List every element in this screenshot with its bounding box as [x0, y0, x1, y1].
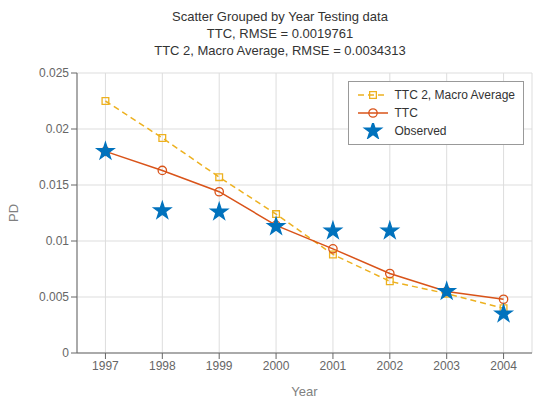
- svg-text:Year: Year: [291, 384, 318, 399]
- svg-text:0.005: 0.005: [39, 290, 69, 304]
- svg-text:2003: 2003: [433, 359, 460, 373]
- html-text:TTC: TTC: [394, 106, 418, 120]
- svg-text:0.015: 0.015: [39, 178, 69, 192]
- svg-text:1998: 1998: [149, 359, 176, 373]
- svg-text:PD: PD: [8, 204, 21, 222]
- svg-text:0.025: 0.025: [39, 66, 69, 80]
- html-text:TTC 2, Macro Average, RMSE = 0: TTC 2, Macro Average, RMSE = 0.0034313: [154, 43, 406, 58]
- svg-text:0.01: 0.01: [46, 234, 70, 248]
- svg-text:2002: 2002: [376, 359, 403, 373]
- svg-text:0: 0: [62, 346, 69, 360]
- html-text:Observed: Observed: [394, 124, 447, 138]
- html-text:TTC 2, Macro Average: TTC 2, Macro Average: [394, 88, 515, 102]
- html-text:Scatter Grouped by Year Testin: Scatter Grouped by Year Testing data: [172, 9, 388, 24]
- svg-text:1997: 1997: [92, 359, 119, 373]
- svg-text:1999: 1999: [206, 359, 233, 373]
- svg-text:0.02: 0.02: [46, 122, 70, 136]
- html-text:TTC, RMSE = 0.0019761: TTC, RMSE = 0.0019761: [206, 26, 354, 41]
- svg-text:2000: 2000: [263, 359, 290, 373]
- svg-text:2001: 2001: [320, 359, 347, 373]
- svg-text:2004: 2004: [490, 359, 517, 373]
